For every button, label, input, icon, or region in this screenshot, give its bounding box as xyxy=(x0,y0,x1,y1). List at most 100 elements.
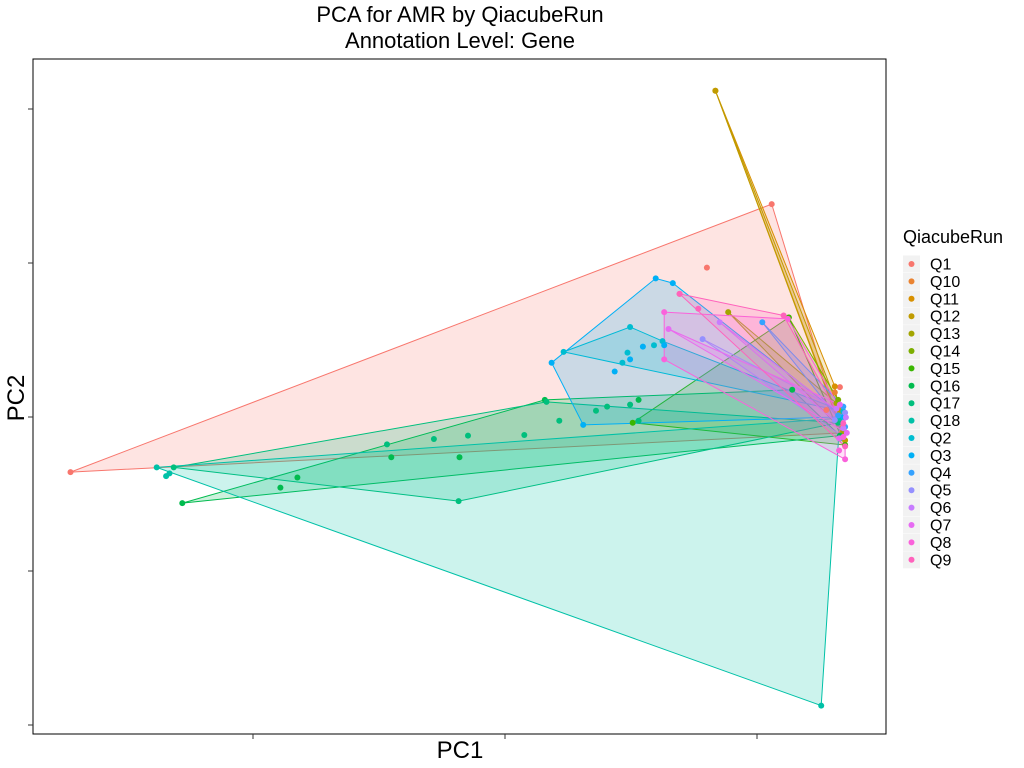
point-q17 xyxy=(593,407,599,414)
legend-title: QiacubeRun xyxy=(903,227,1003,247)
point-q8 xyxy=(836,447,843,454)
legend-items: Q1Q10Q11Q12Q13Q14Q15Q16Q17Q18Q2Q3Q4Q5Q6Q… xyxy=(903,255,960,569)
legend-key-q12 xyxy=(908,313,915,320)
point-q2 xyxy=(560,348,567,355)
legend-label-q12: Q12 xyxy=(930,309,960,326)
point-q6 xyxy=(833,405,840,412)
point-q1 xyxy=(836,384,843,391)
point-q14 xyxy=(835,396,842,403)
point-q3 xyxy=(611,368,618,375)
point-q17 xyxy=(430,436,437,442)
point-q16 xyxy=(277,484,284,491)
point-q7 xyxy=(665,326,672,332)
point-q8 xyxy=(661,309,668,316)
point-q16 xyxy=(179,500,186,507)
point-q3 xyxy=(627,356,634,363)
point-q17 xyxy=(627,401,634,408)
point-q6 xyxy=(842,414,849,421)
point-q1 xyxy=(67,469,74,476)
hull-layer xyxy=(70,90,848,707)
point-q6 xyxy=(840,425,847,432)
legend-label-q6: Q6 xyxy=(930,500,951,517)
point-q17 xyxy=(170,464,177,471)
point-q12 xyxy=(712,87,719,94)
point-q17 xyxy=(521,432,528,438)
legend-key-q15 xyxy=(908,365,915,372)
point-q4 xyxy=(835,412,842,419)
legend-key-q1 xyxy=(908,261,915,267)
point-q9 xyxy=(780,312,787,319)
legend-label-q7: Q7 xyxy=(930,518,951,535)
hull-q1 xyxy=(70,203,843,473)
point-q18 xyxy=(153,464,160,471)
legend-label-q15: Q15 xyxy=(930,361,960,378)
legend-label-q18: Q18 xyxy=(930,413,960,430)
point-q13 xyxy=(725,309,732,316)
point-q17 xyxy=(465,432,471,439)
legend-key-q17 xyxy=(908,400,915,407)
point-q17 xyxy=(604,403,611,410)
point-q16 xyxy=(294,474,301,481)
legend-key-q13 xyxy=(908,330,915,337)
point-q18 xyxy=(163,473,170,480)
legend: QiacubeRun Q1Q10Q11Q12Q13Q14Q15Q16Q17Q18… xyxy=(903,227,1003,569)
point-q3 xyxy=(548,359,555,366)
plot-panel xyxy=(32,58,887,735)
legend-label-q3: Q3 xyxy=(930,448,951,465)
point-q7 xyxy=(836,401,843,408)
point-q16 xyxy=(388,454,395,461)
y-axis-title: PC2 xyxy=(3,375,30,422)
legend-key-q10 xyxy=(908,278,915,285)
point-q3 xyxy=(580,421,587,428)
legend-key-q2 xyxy=(908,435,915,441)
legend-label-q14: Q14 xyxy=(930,344,960,361)
point-q2 xyxy=(619,359,626,366)
point-q5 xyxy=(831,417,838,424)
legend-key-q16 xyxy=(908,382,915,389)
point-q17 xyxy=(455,498,462,505)
point-q16 xyxy=(635,396,642,403)
point-q3 xyxy=(639,343,646,350)
point-q9 xyxy=(676,290,683,297)
legend-key-q18 xyxy=(908,417,915,424)
point-q16 xyxy=(789,386,796,393)
legend-key-q11 xyxy=(908,295,915,302)
legend-key-q5 xyxy=(908,487,915,494)
point-q8 xyxy=(840,434,847,440)
legend-label-q1: Q1 xyxy=(930,257,951,274)
point-q8 xyxy=(661,356,668,363)
point-q8 xyxy=(784,315,791,322)
legend-label-q9: Q9 xyxy=(930,552,951,569)
point-q9 xyxy=(840,420,847,427)
point-q3 xyxy=(652,275,659,282)
point-q17 xyxy=(556,417,563,424)
x-axis-title: PC1 xyxy=(437,737,484,764)
point-q5 xyxy=(699,336,706,343)
axis-ticks xyxy=(28,108,758,739)
legend-label-q10: Q10 xyxy=(930,274,960,291)
legend-key-q9 xyxy=(908,556,915,563)
legend-label-q5: Q5 xyxy=(930,483,951,500)
point-q1 xyxy=(823,407,830,413)
legend-key-q6 xyxy=(908,504,915,511)
legend-label-q11: Q11 xyxy=(930,291,959,308)
point-q2 xyxy=(651,342,657,349)
legend-key-q4 xyxy=(908,469,915,476)
chart-title: PCA for AMR by QiacubeRun xyxy=(316,2,603,27)
point-q1 xyxy=(768,201,775,208)
legend-label-q8: Q8 xyxy=(930,535,951,552)
point-q5 xyxy=(842,409,849,416)
point-q3 xyxy=(661,342,668,349)
legend-key-q3 xyxy=(908,452,915,459)
point-q11 xyxy=(831,383,838,390)
legend-label-q4: Q4 xyxy=(930,465,951,482)
chart-subtitle: Annotation Level: Gene xyxy=(345,28,575,53)
point-q17 xyxy=(635,417,642,424)
point-q2 xyxy=(627,324,634,330)
plot-area xyxy=(28,58,887,739)
point-q16 xyxy=(456,454,463,461)
point-q17 xyxy=(543,398,550,405)
point-q15 xyxy=(629,419,636,426)
legend-label-q13: Q13 xyxy=(930,326,960,343)
